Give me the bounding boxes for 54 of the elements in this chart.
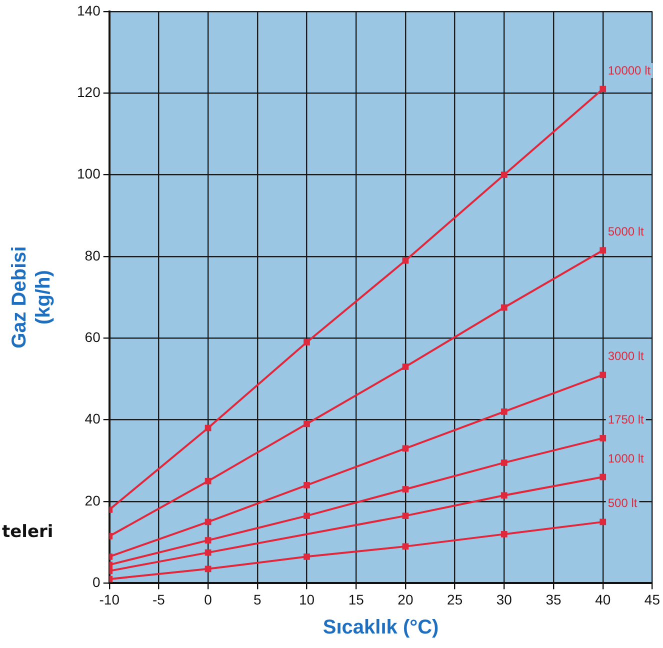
x-tick-label: 25: [447, 591, 463, 608]
point: [204, 566, 212, 572]
point: [402, 512, 409, 519]
point: [304, 420, 310, 428]
series-label: 1000 lt: [608, 451, 645, 466]
point: [500, 531, 508, 538]
point: [600, 518, 606, 526]
point: [204, 549, 212, 556]
y-axis-title: Gaz Debisi (kg/h): [8, 246, 55, 348]
point: [600, 435, 606, 442]
y-tick-label: 40: [84, 410, 101, 427]
y-tick-label: 20: [84, 492, 101, 508]
point: [500, 460, 508, 466]
x-tick-label: 5: [254, 591, 262, 608]
x-tick-label: -5: [152, 591, 166, 608]
point: [402, 486, 409, 492]
point: [304, 482, 310, 488]
y-tick-label: 100: [77, 166, 101, 182]
point: [600, 86, 606, 92]
x-axis-title: Sıcaklık (°C): [322, 616, 439, 639]
point: [304, 553, 310, 560]
point: [304, 339, 310, 346]
point: [204, 478, 212, 484]
x-tick-label: 0: [204, 591, 212, 608]
y-tick-label: 140: [77, 2, 101, 18]
y-tick-label: 60: [84, 329, 101, 345]
point: [500, 408, 508, 415]
series-label: 500 lt: [608, 496, 638, 510]
x-tick-label: 45: [644, 591, 660, 608]
x-tick-label: 40: [595, 591, 611, 608]
x-tick-label: 35: [546, 591, 562, 608]
point: [600, 372, 606, 378]
point: [600, 247, 606, 254]
y-tick-label: 120: [77, 84, 101, 100]
point: [500, 304, 508, 311]
series-label: 3000 lt: [608, 349, 645, 364]
point: [600, 474, 606, 480]
x-tick-label: 10: [298, 591, 315, 608]
series-label: 5000 lt: [608, 224, 645, 239]
y-tick-label: 80: [84, 247, 101, 264]
y-tick-label: 0: [92, 574, 101, 590]
text: teleri: [2, 522, 54, 542]
series-label: 10000 lt: [608, 63, 652, 78]
point: [204, 537, 212, 544]
point: [402, 364, 409, 370]
point: [402, 445, 409, 452]
point: [500, 172, 508, 178]
x-tick-label: -10: [99, 591, 120, 608]
point: [304, 512, 310, 519]
x-tick-label: 15: [348, 591, 364, 608]
series-label: 1750 lt: [608, 412, 645, 427]
x-tick-label: 30: [496, 591, 512, 608]
point: [500, 492, 508, 499]
x-tick-label: 20: [398, 591, 414, 608]
